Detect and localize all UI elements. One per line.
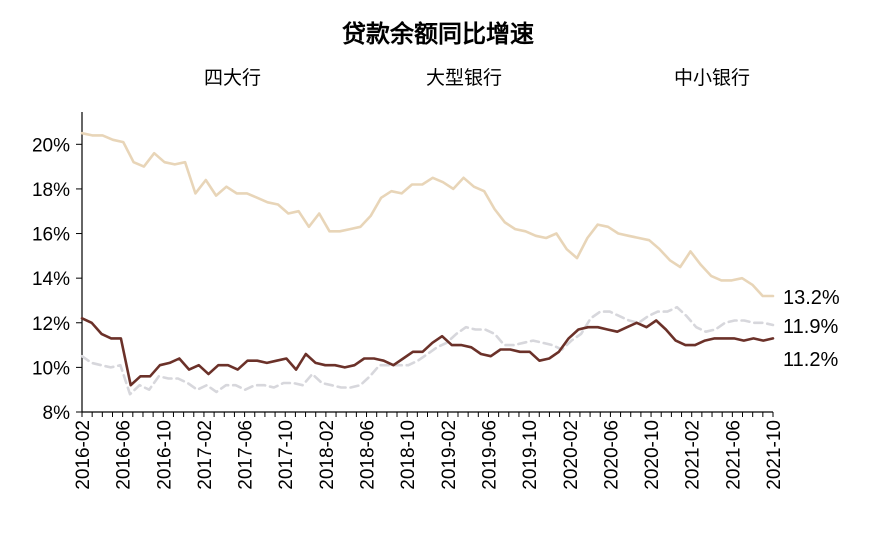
x-tick-label: 2019-06 [479, 420, 500, 490]
x-tick-label: 2018-02 [317, 420, 338, 490]
x-tick-label: 2018-06 [358, 420, 379, 490]
x-tick-label: 2020-06 [601, 420, 622, 490]
y-tick-label: 14% [32, 269, 70, 290]
series-line-1 [80, 305, 775, 396]
y-tick-label: 18% [32, 180, 70, 201]
legend-item-series-2: 大型银行 [356, 64, 503, 89]
y-tick-label: 20% [32, 135, 70, 156]
end-label-series-3: 13.2% [783, 287, 840, 309]
legend-item-series-1: 四大行 [134, 64, 262, 89]
legend-label-series-3: 中小银行 [674, 66, 751, 89]
series-line-2 [80, 316, 775, 387]
end-label-series-1: 11.9% [783, 316, 838, 338]
x-tick-label: 2017-02 [195, 420, 216, 490]
x-tick-label: 2020-10 [642, 420, 663, 490]
legend-item-series-3: 中小银行 [604, 64, 751, 89]
legend-label-series-1: 四大行 [204, 66, 262, 89]
x-tick-label: 2016-06 [114, 420, 135, 490]
chart-title: 贷款余额同比增速 [342, 20, 534, 48]
x-tick-label: 2018-10 [398, 420, 419, 490]
x-tick-label: 2017-06 [236, 420, 257, 490]
y-tick-label: 8% [43, 403, 71, 424]
x-tick-label: 2020-02 [561, 420, 582, 490]
x-tick-label: 2021-06 [723, 420, 744, 490]
x-tick-label: 2019-02 [439, 420, 460, 490]
x-tick-label: 2021-02 [683, 420, 704, 490]
x-tick-label: 2016-02 [73, 420, 94, 490]
legend-label-series-2: 大型银行 [426, 66, 503, 89]
x-tick-label: 2016-10 [154, 420, 175, 490]
x-tick-label: 2019-10 [520, 420, 541, 490]
y-tick-label: 12% [32, 314, 70, 335]
end-label-series-2: 11.2% [783, 349, 838, 371]
y-tick-label: 16% [32, 225, 70, 246]
x-tick-label: 2021-10 [764, 420, 785, 490]
y-tick-label: 10% [32, 358, 70, 379]
series-line-3 [80, 131, 775, 298]
x-tick-label: 2017-10 [276, 420, 297, 490]
